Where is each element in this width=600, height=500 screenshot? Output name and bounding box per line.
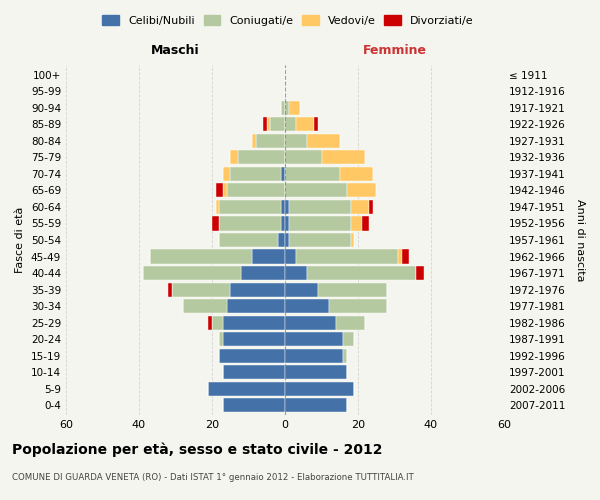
- Bar: [227, 184, 285, 198]
- Text: Maschi: Maschi: [151, 44, 200, 57]
- Bar: [318, 282, 387, 296]
- Bar: [215, 200, 220, 214]
- Text: COMUNE DI GUARDA VENETA (RO) - Dati ISTAT 1° gennaio 2012 - Elaborazione TUTTITA: COMUNE DI GUARDA VENETA (RO) - Dati ISTA…: [12, 472, 414, 482]
- Bar: [150, 250, 252, 264]
- Bar: [285, 398, 347, 412]
- Bar: [220, 233, 278, 247]
- Bar: [220, 348, 285, 362]
- Bar: [350, 233, 355, 247]
- Bar: [402, 250, 409, 264]
- Bar: [230, 150, 238, 164]
- Bar: [314, 118, 318, 132]
- Bar: [343, 332, 355, 346]
- Bar: [336, 316, 365, 330]
- Bar: [285, 365, 347, 379]
- Bar: [416, 266, 424, 280]
- Bar: [230, 282, 285, 296]
- Bar: [281, 101, 285, 115]
- Bar: [329, 299, 387, 313]
- Bar: [183, 299, 227, 313]
- Bar: [347, 184, 376, 198]
- Bar: [212, 316, 223, 330]
- Bar: [307, 134, 340, 148]
- Bar: [267, 118, 271, 132]
- Bar: [285, 150, 322, 164]
- Bar: [289, 101, 299, 115]
- Bar: [143, 266, 241, 280]
- Bar: [398, 250, 402, 264]
- Bar: [285, 282, 318, 296]
- Text: Femmine: Femmine: [362, 44, 427, 57]
- Bar: [285, 332, 343, 346]
- Y-axis label: Fasce di età: Fasce di età: [16, 207, 25, 273]
- Bar: [263, 118, 267, 132]
- Legend: Celibi/Nubili, Coniugati/e, Vedovi/e, Divorziati/e: Celibi/Nubili, Coniugati/e, Vedovi/e, Di…: [98, 10, 478, 30]
- Bar: [350, 200, 369, 214]
- Bar: [212, 216, 220, 230]
- Bar: [223, 184, 227, 198]
- Bar: [296, 250, 398, 264]
- Bar: [289, 216, 350, 230]
- Bar: [296, 118, 314, 132]
- Bar: [252, 250, 285, 264]
- Bar: [340, 167, 373, 181]
- Bar: [285, 101, 289, 115]
- Bar: [208, 382, 285, 396]
- Bar: [227, 299, 285, 313]
- Bar: [285, 348, 343, 362]
- Bar: [285, 184, 347, 198]
- Bar: [223, 316, 285, 330]
- Bar: [215, 184, 223, 198]
- Bar: [285, 382, 355, 396]
- Bar: [278, 233, 285, 247]
- Bar: [285, 266, 307, 280]
- Bar: [220, 332, 223, 346]
- Bar: [289, 233, 350, 247]
- Bar: [168, 282, 172, 296]
- Bar: [208, 316, 212, 330]
- Bar: [322, 150, 365, 164]
- Bar: [285, 200, 289, 214]
- Bar: [285, 134, 307, 148]
- Bar: [369, 200, 373, 214]
- Bar: [223, 365, 285, 379]
- Bar: [343, 348, 347, 362]
- Bar: [252, 134, 256, 148]
- Bar: [285, 250, 296, 264]
- Bar: [238, 150, 285, 164]
- Bar: [289, 200, 350, 214]
- Bar: [307, 266, 416, 280]
- Bar: [172, 282, 230, 296]
- Bar: [256, 134, 285, 148]
- Bar: [285, 216, 289, 230]
- Bar: [362, 216, 369, 230]
- Bar: [285, 118, 296, 132]
- Bar: [241, 266, 285, 280]
- Bar: [281, 216, 285, 230]
- Bar: [285, 316, 336, 330]
- Bar: [350, 216, 362, 230]
- Bar: [285, 299, 329, 313]
- Bar: [223, 398, 285, 412]
- Bar: [220, 216, 281, 230]
- Bar: [285, 233, 289, 247]
- Bar: [223, 332, 285, 346]
- Y-axis label: Anni di nascita: Anni di nascita: [575, 198, 585, 281]
- Bar: [281, 200, 285, 214]
- Bar: [230, 167, 281, 181]
- Bar: [220, 200, 281, 214]
- Text: Popolazione per età, sesso e stato civile - 2012: Popolazione per età, sesso e stato civil…: [12, 442, 383, 457]
- Bar: [281, 167, 285, 181]
- Bar: [223, 167, 230, 181]
- Bar: [285, 167, 340, 181]
- Bar: [271, 118, 285, 132]
